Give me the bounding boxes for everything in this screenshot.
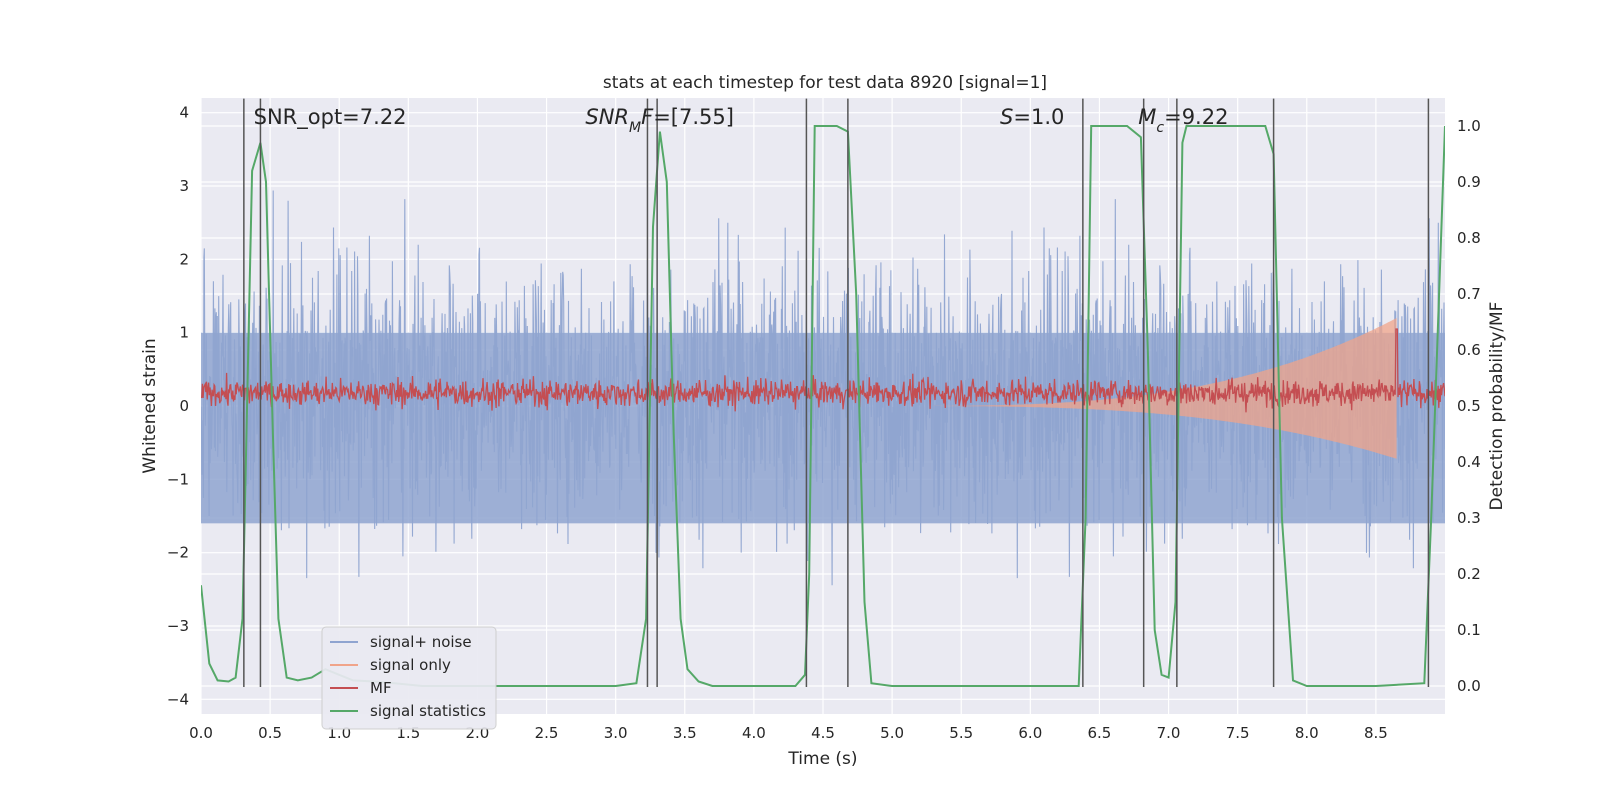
x-tick-label: 3.0: [604, 724, 628, 742]
y-right-tick-labels: 1.0 0.9 0.8 0.7 0.6 0.5 0.4 0.3 0.2 0.1 0.0: [1457, 117, 1481, 695]
series-signal-noise-band: [201, 332, 1445, 524]
y-left-tick-labels: 4 3 2 1 0 −1 −2 −3 −4: [167, 104, 189, 709]
event-lines: [243, 98, 1430, 687]
y-right-tick-label: 0.9: [1457, 173, 1481, 191]
x-tick-label: 6.5: [1088, 724, 1112, 742]
x-tick-label: 4.0: [742, 724, 766, 742]
x-axis-label: Time (s): [787, 749, 857, 769]
annotations: SNR_opt=7.22 SNRMF=[7.55] S=1.0 Mc=9.22: [254, 105, 1229, 136]
legend-label: MF: [370, 679, 392, 697]
y-left-tick-label: 2: [179, 250, 189, 268]
x-tick-label: 0.5: [258, 724, 282, 742]
y-right-tick-label: 1.0: [1457, 117, 1481, 135]
y-right-tick-label: 0.5: [1457, 397, 1481, 415]
y-left-tick-label: 1: [179, 324, 189, 342]
annotation-part: =1.0: [1013, 105, 1064, 129]
y-left-tick-label: −4: [167, 690, 189, 708]
y-right-tick-label: 0.3: [1457, 509, 1481, 527]
annotation-4: Mc=9.22: [1138, 105, 1228, 136]
y-right-tick-label: 0.6: [1457, 341, 1481, 359]
y-right-axis-label: Detection probability/MF: [1487, 302, 1507, 511]
y-left-tick-label: 0: [179, 397, 189, 415]
y-left-tick-label: −3: [167, 617, 189, 635]
chart-title: stats at each timestep for test data 892…: [603, 73, 1047, 93]
legend-label: signal only: [370, 656, 451, 674]
legend-box: [321, 626, 497, 730]
annotation-part: F: [641, 105, 654, 129]
annotation-part: M: [629, 120, 641, 136]
y-left-tick-label: −1: [167, 470, 189, 488]
x-tick-label: 0.0: [189, 724, 213, 742]
y-left-tick-label: 3: [179, 177, 189, 195]
y-right-tick-label: 0.8: [1457, 229, 1481, 247]
x-tick-label: 8.0: [1295, 724, 1319, 742]
y-right-tick-label: 0.1: [1457, 621, 1481, 639]
series-signal-only: [892, 318, 1397, 459]
annotation-3: S=1.0: [1000, 105, 1064, 129]
y-right-tick-label: 0.2: [1457, 565, 1481, 583]
x-tick-label: 2.5: [535, 724, 559, 742]
annotation-part: M: [1138, 105, 1156, 129]
annotation-2: SNRMF=[7.55]: [585, 105, 734, 136]
x-tick-label: 8.5: [1364, 724, 1388, 742]
y-right-tick-label: 0.4: [1457, 453, 1481, 471]
annotation-part: S: [1000, 105, 1013, 129]
annotation-part: c: [1156, 120, 1164, 136]
data-layer: [201, 125, 1445, 687]
x-tick-label: 3.5: [673, 724, 697, 742]
y-left-axis-label: Whitened strain: [140, 338, 160, 473]
x-tick-label: 4.5: [811, 724, 835, 742]
x-tick-label: 7.5: [1226, 724, 1250, 742]
legend: signal+ noise signal only MF signal statist…: [321, 626, 497, 730]
y-right-tick-label: 0.0: [1457, 677, 1481, 695]
annotation-part: =[7.55]: [653, 105, 734, 129]
x-tick-label: 6.0: [1018, 724, 1042, 742]
series-mf: [201, 328, 1445, 413]
legend-label: signal+ noise: [370, 633, 472, 651]
y-right-tick-label: 0.7: [1457, 285, 1481, 303]
y-left-tick-label: 4: [179, 104, 189, 122]
annotation-1: SNR_opt=7.22: [254, 105, 407, 130]
x-tick-labels: 0.0 0.5 1.0 1.5 2.0 2.5 3.0 3.5 4.0 4.5 5.0 5.5 6.0 6…: [189, 724, 1388, 742]
x-tick-label: 5.5: [949, 724, 973, 742]
annotation-part: SNR: [585, 105, 629, 129]
series-signal-statistics: [201, 125, 1445, 687]
annotation-part: SNR_opt=7.22: [254, 105, 407, 130]
x-tick-label: 7.0: [1157, 724, 1181, 742]
x-tick-label: 5.0: [880, 724, 904, 742]
annotation-part: =9.22: [1164, 105, 1228, 129]
legend-label: signal statistics: [370, 702, 486, 720]
y-left-tick-label: −2: [167, 544, 189, 562]
